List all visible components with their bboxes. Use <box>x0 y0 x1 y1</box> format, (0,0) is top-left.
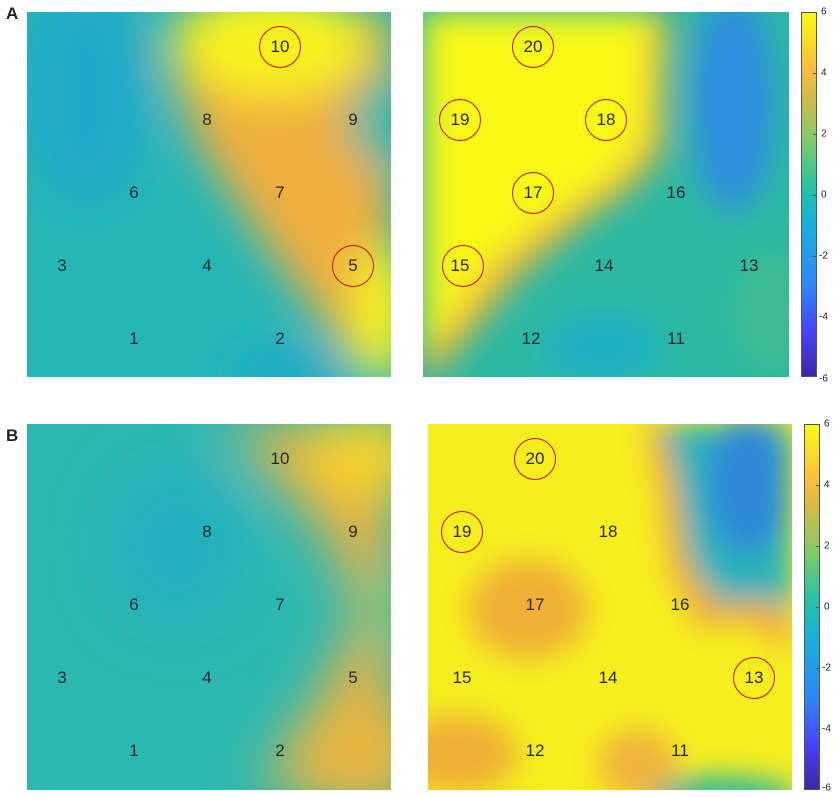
colorbar-tick: -6 <box>822 782 831 794</box>
site-label: 9 <box>348 522 358 541</box>
colorbar-tick: 6 <box>821 6 827 18</box>
highlight-ring <box>332 245 374 287</box>
site-label: 16 <box>666 183 686 202</box>
site-label: 4 <box>202 256 212 275</box>
colorbar-tick: 4 <box>824 479 830 491</box>
map-a-left <box>27 12 391 377</box>
panel-letter-a: A <box>6 4 19 23</box>
site-label: 3 <box>57 256 67 275</box>
colorbar-tick: 4 <box>821 67 827 79</box>
colorbar-tick: 0 <box>821 189 827 201</box>
colorbar-tick: 2 <box>824 540 830 552</box>
highlight-ring <box>733 657 775 699</box>
colorbar-tick: -2 <box>822 662 831 674</box>
highlight-ring <box>512 172 554 214</box>
site-label: 6 <box>129 595 139 614</box>
colorbar-tick: -4 <box>822 723 831 735</box>
colorbar-tick: -6 <box>819 373 828 385</box>
site-label: 10 <box>270 449 290 468</box>
site-label: 1 <box>129 741 139 760</box>
map-b-right <box>428 424 792 790</box>
site-label: 6 <box>129 183 139 202</box>
highlight-ring <box>439 99 481 141</box>
colorbar-a <box>801 12 817 377</box>
site-label: 11 <box>671 741 689 760</box>
site-label: 2 <box>275 329 285 348</box>
site-label: 7 <box>275 595 285 614</box>
site-label: 14 <box>598 668 618 687</box>
highlight-ring <box>585 99 627 141</box>
site-label: 14 <box>594 256 614 275</box>
site-label: 11 <box>667 329 685 348</box>
colorbar-tick: 2 <box>821 128 827 140</box>
highlight-ring <box>441 511 483 553</box>
site-label: 18 <box>598 522 618 541</box>
site-label: 8 <box>202 522 212 541</box>
site-label: 2 <box>275 741 285 760</box>
highlight-ring <box>442 245 484 287</box>
site-label: 13 <box>739 256 759 275</box>
site-label: 12 <box>525 741 545 760</box>
site-label: 3 <box>57 668 67 687</box>
site-label: 16 <box>670 595 690 614</box>
highlight-ring <box>259 26 301 68</box>
colorbar-tick: -2 <box>819 250 828 262</box>
colorbar-tick: 6 <box>824 418 830 430</box>
highlight-ring <box>514 438 556 480</box>
site-label: 9 <box>348 110 358 129</box>
site-label: 5 <box>348 668 358 687</box>
map-a-right <box>423 12 789 377</box>
highlight-ring <box>512 26 554 68</box>
site-label: 1 <box>129 329 139 348</box>
colorbar-tick: 0 <box>824 601 830 613</box>
map-b-left <box>27 424 391 790</box>
panel-letter-b: B <box>6 426 19 445</box>
site-label: 7 <box>275 183 285 202</box>
colorbar-tick: -4 <box>819 311 828 323</box>
site-label: 12 <box>521 329 541 348</box>
site-label: 4 <box>202 668 212 687</box>
site-label: 17 <box>525 595 545 614</box>
site-label: 15 <box>452 668 472 687</box>
site-label: 8 <box>202 110 212 129</box>
